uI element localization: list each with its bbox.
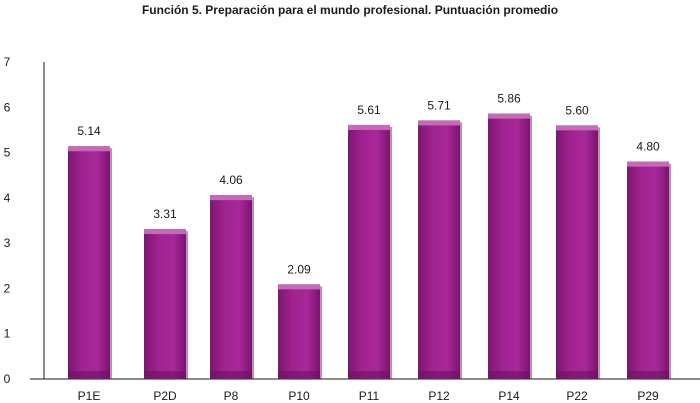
data-label: 4.80 xyxy=(636,140,660,154)
bar xyxy=(278,284,322,379)
bar-cap xyxy=(556,125,598,131)
y-tick-label: 0 xyxy=(4,372,11,386)
bar-base xyxy=(210,371,252,379)
bar-base xyxy=(418,371,460,379)
bar-base xyxy=(68,371,110,379)
bar-base xyxy=(627,371,669,379)
bar-base xyxy=(144,371,186,379)
y-tick-label: 5 xyxy=(4,146,11,160)
data-label: 5.61 xyxy=(357,103,381,117)
bar-body xyxy=(488,113,530,379)
category-label: P10 xyxy=(288,389,310,403)
data-label: 5.60 xyxy=(565,103,589,117)
bar xyxy=(627,161,671,379)
y-tick-label: 2 xyxy=(4,281,11,295)
category-label: P22 xyxy=(566,389,588,403)
bar-body xyxy=(144,229,186,379)
bar xyxy=(418,120,462,379)
y-tick-label: 1 xyxy=(4,327,11,341)
bar-cap xyxy=(348,124,390,130)
bar-cap xyxy=(144,229,186,235)
data-labels-group: 5.14 3.31 4.06 2.09 5.61 5.71 5.86 5.60 4.80 xyxy=(77,92,660,277)
bar-body xyxy=(348,124,390,379)
data-label: 5.14 xyxy=(77,124,101,138)
bar-body xyxy=(68,146,110,379)
bar-base xyxy=(348,371,390,379)
data-label: 3.31 xyxy=(153,207,177,221)
bar-cap xyxy=(210,195,252,201)
bar-cap xyxy=(68,146,110,152)
bar-base xyxy=(488,371,530,379)
bar xyxy=(488,113,532,379)
bar xyxy=(210,195,254,379)
category-label: P29 xyxy=(637,389,659,403)
y-tick-label: 4 xyxy=(4,191,11,205)
data-label: 5.71 xyxy=(427,98,451,112)
y-tick-label: 6 xyxy=(4,100,11,114)
chart-title: Función 5. Preparación para el mundo pro… xyxy=(142,3,558,17)
bar-body xyxy=(556,125,598,380)
category-label: P2D xyxy=(153,389,177,403)
bar-body xyxy=(627,161,669,379)
bars-group xyxy=(68,113,671,380)
y-tick-label: 3 xyxy=(4,236,11,250)
bar-base xyxy=(556,371,598,379)
bar-cap xyxy=(278,284,320,290)
data-label: 5.86 xyxy=(497,92,521,106)
bar-body xyxy=(278,284,320,379)
bar xyxy=(144,229,188,379)
category-label: P1E xyxy=(78,389,101,403)
bar-base xyxy=(278,371,320,379)
bar xyxy=(556,125,600,380)
bar-cap xyxy=(627,161,669,167)
data-label: 2.09 xyxy=(287,262,311,276)
bar xyxy=(348,124,392,379)
bar-body xyxy=(418,120,460,379)
y-axis-ticks: 0 1 2 3 4 5 6 7 xyxy=(4,55,11,386)
bar-body xyxy=(210,195,252,379)
y-tick-label: 7 xyxy=(4,55,11,69)
category-label: P12 xyxy=(428,389,450,403)
bar xyxy=(68,146,112,379)
data-label: 4.06 xyxy=(219,173,243,187)
category-labels-group: P1E P2D P8 P10 P11 P12 P14 P22 P29 xyxy=(78,389,659,403)
bar-cap xyxy=(488,113,530,119)
bar-cap xyxy=(418,120,460,126)
category-label: P8 xyxy=(224,389,239,403)
category-label: P14 xyxy=(498,389,520,403)
category-label: P11 xyxy=(359,389,380,403)
